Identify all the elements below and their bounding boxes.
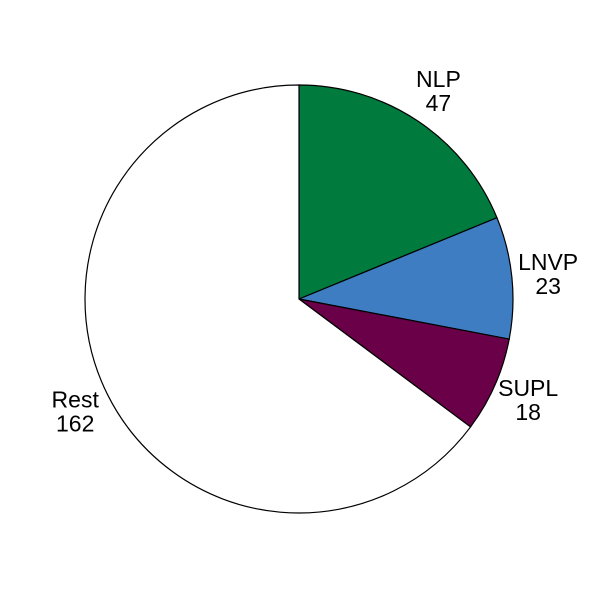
slice-label-value: 47 bbox=[426, 90, 452, 116]
slice-label-name: NLP bbox=[416, 66, 461, 92]
slice-label-value: 162 bbox=[56, 410, 94, 436]
slice-label-nlp: NLP 47 bbox=[416, 66, 461, 116]
slice-label-lnvp: LNVP 23 bbox=[518, 249, 578, 299]
slice-label-name: Rest bbox=[52, 386, 100, 412]
slice-label-name: SUPL bbox=[498, 375, 558, 401]
slice-label-rest: Rest 162 bbox=[52, 386, 100, 436]
slice-label-supl: SUPL 18 bbox=[498, 375, 558, 425]
pie-slice-nlp bbox=[298, 84, 498, 300]
slice-label-value: 18 bbox=[515, 399, 541, 425]
pie-slice-rest bbox=[84, 84, 472, 514]
slice-label-value: 23 bbox=[535, 273, 561, 299]
slice-label-name: LNVP bbox=[518, 249, 578, 275]
